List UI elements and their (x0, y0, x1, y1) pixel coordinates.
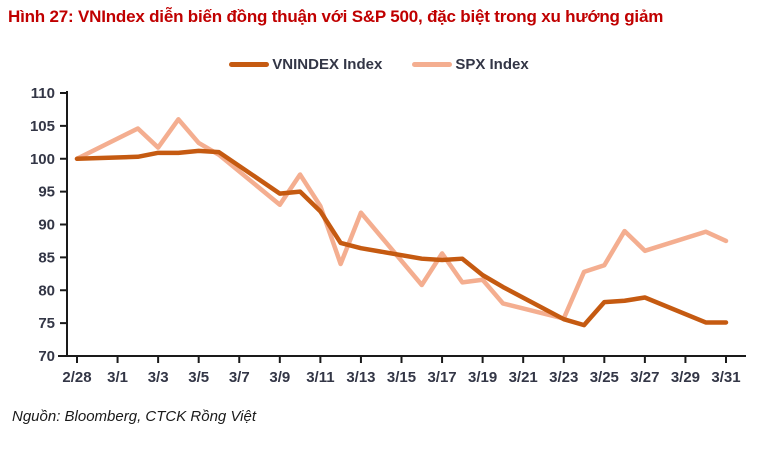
svg-text:100: 100 (30, 151, 55, 168)
svg-text:3/17: 3/17 (427, 369, 456, 386)
legend-item-vnindex: VNINDEX Index (229, 56, 382, 73)
svg-text:70: 70 (38, 348, 55, 365)
figure-title: Hình 27: VNIndex diễn biến đồng thuận vớ… (8, 7, 664, 26)
svg-text:3/13: 3/13 (346, 369, 375, 386)
svg-text:95: 95 (38, 184, 55, 201)
svg-text:2/28: 2/28 (62, 369, 91, 386)
svg-text:3/23: 3/23 (549, 369, 578, 386)
svg-text:3/29: 3/29 (671, 369, 700, 386)
svg-text:3/3: 3/3 (148, 369, 169, 386)
source-note: Nguồn: Bloomberg, CTCK Rồng Việt (12, 408, 257, 426)
svg-text:3/7: 3/7 (229, 369, 250, 386)
svg-text:3/1: 3/1 (107, 369, 128, 386)
legend-item-spx: SPX Index (412, 55, 529, 73)
svg-text:85: 85 (38, 250, 55, 267)
chart-canvas: 70 75 80 85 90 95 100 105 110 2/28 3/1 3/3 3/5 3/7 3/9… (30, 85, 746, 386)
svg-text:3/27: 3/27 (630, 369, 659, 386)
legend-label-vnindex: VNINDEX Index (272, 55, 383, 73)
legend-label-spx: SPX Index (455, 55, 529, 73)
svg-text:75: 75 (38, 315, 55, 332)
svg-text:3/5: 3/5 (188, 369, 209, 386)
svg-text:90: 90 (38, 217, 55, 234)
svg-text:3/31: 3/31 (711, 369, 740, 386)
svg-text:3/25: 3/25 (590, 369, 619, 386)
svg-text:3/9: 3/9 (269, 369, 290, 386)
vnindex-line-swatch-icon (229, 61, 270, 67)
spx-line-swatch-icon (412, 61, 453, 67)
chart-figure: Hình 27: VNIndex diễn biến đồng thuận vớ… (0, 6, 758, 467)
svg-text:3/21: 3/21 (509, 369, 538, 386)
svg-text:3/19: 3/19 (468, 369, 497, 386)
svg-text:105: 105 (30, 118, 55, 135)
svg-text:110: 110 (31, 85, 55, 102)
svg-text:80: 80 (38, 283, 55, 300)
svg-text:3/15: 3/15 (387, 369, 416, 386)
svg-text:3/11: 3/11 (306, 369, 334, 386)
chart-legend: VNINDEX Index SPX Index (0, 54, 758, 74)
